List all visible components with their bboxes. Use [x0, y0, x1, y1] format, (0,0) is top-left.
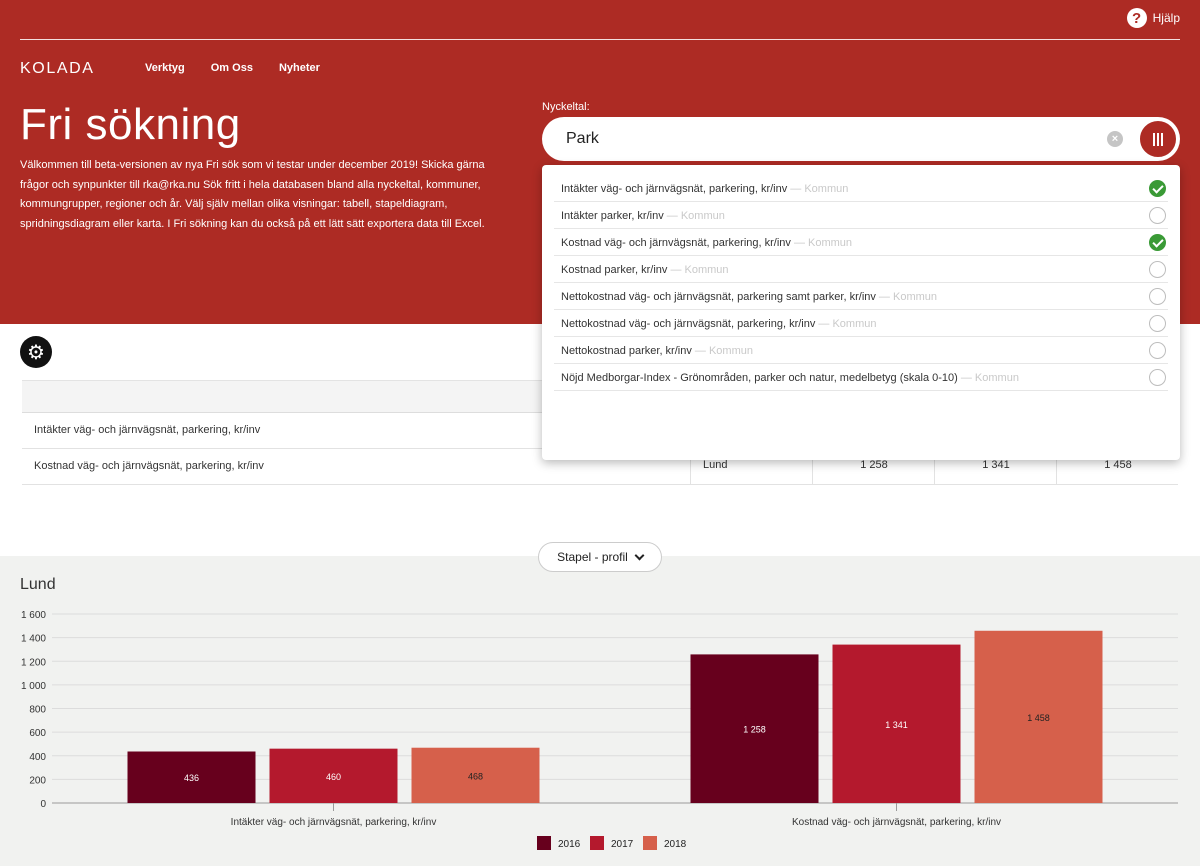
y-tick-label: 600	[29, 728, 46, 739]
suggestion-dropdown: Intäkter väg- och järnvägsnät, parkering…	[542, 165, 1180, 460]
bar[interactable]	[974, 630, 1103, 803]
dropdown-item[interactable]: Nettokostnad parker, kr/inv — Kommun	[554, 337, 1168, 364]
columns-icon	[1153, 132, 1155, 146]
header-divider	[20, 39, 1180, 40]
bar-label: 1 341	[885, 720, 908, 730]
x-tick-label: Intäkter väg- och järnvägsnät, parkering…	[231, 817, 437, 828]
legend-label[interactable]: 2016	[558, 839, 581, 850]
dropdown-item[interactable]: Kostnad parker, kr/inv — Kommun	[554, 256, 1168, 283]
main-nav: Verktyg Om Oss Nyheter	[145, 62, 346, 74]
help-label: Hjälp	[1152, 11, 1180, 25]
y-tick-label: 1 400	[21, 634, 46, 645]
search-box: ×	[542, 117, 1180, 161]
clear-icon[interactable]: ×	[1107, 131, 1123, 147]
search-label: Nyckeltal:	[542, 101, 590, 113]
bar[interactable]	[269, 748, 398, 803]
bar[interactable]	[690, 654, 819, 803]
bar-chart: 0 200 400 600 800 1 000 1 200 1 400 1 600 436 460 4…	[21, 610, 1178, 850]
row-name: Kostnad väg- och järnvägsnät, parkering,…	[34, 460, 264, 472]
dropdown-item[interactable]: Nöjd Medborgar-Index - Grönområden, park…	[554, 364, 1168, 391]
dropdown-item[interactable]: Nettokostnad väg- och järnvägsnät, parke…	[554, 310, 1168, 337]
bar-label: 460	[326, 772, 341, 782]
unchecked-icon[interactable]	[1149, 342, 1166, 359]
intro-text: Välkommen till beta-versionen av nya Fri…	[20, 159, 485, 230]
bar-label: 1 458	[1027, 713, 1050, 723]
bar-label: 1 258	[743, 725, 766, 735]
chart-type-label: Stapel - profil	[557, 550, 628, 564]
legend-swatch[interactable]	[643, 836, 657, 850]
dropdown-item[interactable]: Intäkter parker, kr/inv — Kommun	[554, 202, 1168, 229]
cell-value: 1 258	[812, 449, 934, 484]
dropdown-item[interactable]: Kostnad väg- och järnvägsnät, parkering,…	[554, 229, 1168, 256]
bar[interactable]	[127, 751, 256, 803]
help-icon: ?	[1126, 8, 1147, 28]
legend-swatch[interactable]	[590, 836, 604, 850]
bar-label: 436	[184, 773, 199, 783]
table-row: Kostnad väg- och järnvägsnät, parkering,…	[22, 449, 1178, 485]
unchecked-icon[interactable]	[1149, 288, 1166, 305]
chevron-down-icon	[634, 550, 645, 560]
row-name: Intäkter väg- och järnvägsnät, parkering…	[34, 424, 261, 436]
y-tick-label: 0	[40, 799, 46, 810]
legend-label[interactable]: 2017	[611, 839, 634, 850]
bar[interactable]	[411, 747, 540, 803]
y-tick-label: 400	[29, 752, 46, 763]
cell-municipality: Lund	[690, 449, 812, 484]
chart-type-select[interactable]: Stapel - profil	[538, 542, 662, 572]
y-tick-label: 1 200	[21, 657, 46, 668]
y-tick-label: 800	[29, 705, 46, 716]
bar[interactable]	[832, 644, 961, 803]
help-link[interactable]: ? Hjälp	[1126, 8, 1180, 28]
dropdown-item[interactable]: Intäkter väg- och järnvägsnät, parkering…	[554, 175, 1168, 202]
y-tick-label: 1 600	[21, 610, 46, 621]
columns-button[interactable]	[1138, 119, 1178, 159]
page-title: Fri sökning	[20, 100, 241, 149]
x-tick-label: Kostnad väg- och järnvägsnät, parkering,…	[792, 817, 1001, 828]
unchecked-icon[interactable]	[1149, 207, 1166, 224]
settings-gear-icon[interactable]: ⚙	[20, 336, 52, 368]
nav-verktyg[interactable]: Verktyg	[145, 62, 185, 74]
y-tick-label: 1 000	[21, 681, 46, 692]
nav-nyheter[interactable]: Nyheter	[278, 62, 320, 74]
y-tick-label: 200	[29, 775, 46, 786]
logo[interactable]: KOLADA	[20, 60, 95, 77]
unchecked-icon[interactable]	[1149, 315, 1166, 332]
cell-value: 1 341	[934, 449, 1056, 484]
checked-icon[interactable]	[1149, 180, 1166, 197]
checked-icon[interactable]	[1149, 234, 1166, 251]
search-input[interactable]	[566, 128, 1066, 150]
legend-swatch[interactable]	[537, 836, 551, 850]
unchecked-icon[interactable]	[1149, 369, 1166, 386]
cell-value: 1 458	[1056, 449, 1178, 484]
chart-title: Lund	[20, 576, 56, 593]
bar-label: 468	[468, 771, 483, 781]
unchecked-icon[interactable]	[1149, 261, 1166, 278]
legend-label[interactable]: 2018	[664, 839, 687, 850]
nav-om-oss[interactable]: Om Oss	[210, 62, 253, 74]
dropdown-item[interactable]: Nettokostnad väg- och järnvägsnät, parke…	[554, 283, 1168, 310]
